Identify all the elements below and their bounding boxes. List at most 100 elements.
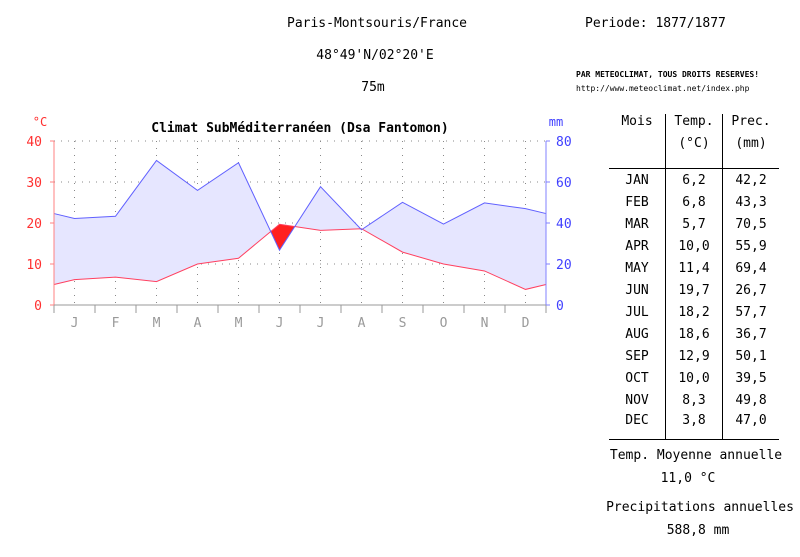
- cell-month: JAN: [609, 169, 666, 191]
- climate-table: Mois Temp. Prec. (°C) (mm) JAN 6,2 42,2 FEB…: [609, 114, 779, 440]
- cell-temp: 19,7: [665, 279, 723, 301]
- table-row: JUL 18,2 57,7: [609, 301, 779, 323]
- x-tick-label: J: [71, 316, 79, 331]
- x-tick-label: D: [522, 316, 530, 331]
- cell-prec: 69,4: [735, 260, 767, 276]
- y-right-tick-label: 0: [556, 299, 564, 314]
- cell-month: JUN: [609, 279, 666, 301]
- table-row: MAY 11,4 69,4: [609, 257, 779, 279]
- header-prec: Prec.: [731, 114, 771, 129]
- cell-prec: 39,5: [735, 370, 767, 386]
- cell-temp: 8,3: [665, 389, 723, 411]
- table-row: MAR 5,7 70,5: [609, 213, 779, 235]
- y-right-tick-label: 80: [556, 135, 572, 150]
- humid-area: [54, 160, 546, 290]
- header-month-spacer: [609, 136, 666, 169]
- climate-chart: 0 10 20 30 40 0 20 40 60 80 J F M A M J J A S O N D Climat Su…: [26, 115, 571, 331]
- table-row: APR 10,0 55,9: [609, 235, 779, 257]
- table-row: OCT 10,0 39,5: [609, 367, 779, 389]
- table-row: AUG 18,6 36,7: [609, 323, 779, 345]
- header-month: Mois: [609, 114, 666, 136]
- cell-month: SEP: [609, 345, 666, 367]
- precipitation-line: [53, 159, 547, 252]
- source-url[interactable]: http://www.meteoclimat.net/index.php: [576, 84, 750, 93]
- annual-temp-value: 11,0 °C: [660, 471, 716, 486]
- chart-title: Climat SubMéditerranéen (Dsa Fantomon): [151, 121, 448, 136]
- copyright-notice: PAR METEOCLIMAT, TOUS DROITS RESERVES!: [576, 70, 760, 79]
- cell-prec: 26,7: [735, 282, 767, 298]
- cell-prec: 57,7: [735, 304, 767, 320]
- x-tick-label: A: [358, 316, 366, 331]
- table-row: DEC 3,8 47,0: [609, 411, 779, 440]
- cell-prec: 55,9: [735, 238, 767, 254]
- cell-temp: 5,7: [665, 213, 723, 235]
- y-right-tick-label: 60: [556, 176, 572, 191]
- cell-month: JUL: [609, 301, 666, 323]
- cell-temp: 12,9: [665, 345, 723, 367]
- table-row: FEB 6,8 43,3: [609, 191, 779, 213]
- y-left-tick-label: 30: [26, 176, 42, 191]
- cell-prec: 43,3: [735, 194, 767, 210]
- coordinates: 48°49'N/02°20'E: [316, 48, 434, 63]
- cell-temp: 10,0: [665, 367, 723, 389]
- table-row: JUN 19,7 26,7: [609, 279, 779, 301]
- x-tick-label: M: [153, 316, 161, 331]
- y-right-tick-label: 40: [556, 217, 572, 232]
- x-tick-label: A: [194, 316, 202, 331]
- cell-temp: 3,8: [665, 411, 723, 440]
- cell-month: MAY: [609, 257, 666, 279]
- y-left-tick-label: 0: [34, 299, 42, 314]
- station-name: Paris-Montsouris/France: [286, 16, 468, 31]
- cell-prec: 49,8: [735, 392, 767, 408]
- header-temp-unit: (°C): [665, 136, 723, 169]
- cell-temp: 11,4: [665, 257, 723, 279]
- x-tick-label: S: [399, 316, 407, 331]
- header-temp: Temp.: [665, 114, 723, 136]
- cell-month: NOV: [609, 389, 666, 411]
- x-tick-label: J: [276, 316, 284, 331]
- cell-prec: 47,0: [722, 411, 779, 440]
- table-row: NOV 8,3 49,8: [609, 389, 779, 411]
- x-tick-label: J: [317, 316, 325, 331]
- cell-temp: 18,6: [665, 323, 723, 345]
- cell-prec: 42,2: [735, 172, 767, 188]
- annual-prec-label: Precipitations annuelles: [606, 500, 794, 515]
- cell-temp: 6,2: [665, 169, 723, 191]
- cell-month: FEB: [609, 191, 666, 213]
- y-left-tick-label: 10: [26, 258, 42, 273]
- x-tick-label: O: [440, 316, 448, 331]
- y-left-axis-label: °C: [33, 115, 47, 129]
- cell-prec: 36,7: [735, 326, 767, 342]
- climate-table-body: JAN 6,2 42,2 FEB 6,8 43,3 MAR 5,7 70,5 APR 10,0 55,…: [609, 168, 779, 440]
- cell-temp: 10,0: [665, 235, 723, 257]
- annual-temp-label: Temp. Moyenne annuelle: [609, 448, 783, 463]
- chart-labels: 0 10 20 30 40 0 20 40 60 80 J F M A M J J A S O N D: [26, 135, 571, 331]
- x-tick-label: N: [481, 316, 489, 331]
- x-tick-label: M: [235, 316, 243, 331]
- cell-month: AUG: [609, 323, 666, 345]
- cell-month: APR: [609, 235, 666, 257]
- cell-temp: 18,2: [665, 301, 723, 323]
- cell-month: DEC: [609, 411, 666, 440]
- dry-area: [270, 224, 280, 251]
- cell-month: OCT: [609, 367, 666, 389]
- cell-month: MAR: [609, 213, 666, 235]
- table-row: JAN 6,2 42,2: [609, 169, 779, 191]
- y-right-tick-label: 20: [556, 258, 572, 273]
- x-tick-label: F: [112, 316, 120, 331]
- cell-prec: 50,1: [735, 348, 767, 364]
- y-left-tick-label: 40: [26, 135, 42, 150]
- cell-prec: 70,5: [735, 216, 767, 232]
- chart-areas: [53, 159, 547, 290]
- header-prec-unit: (mm): [735, 136, 767, 151]
- chart-axes: [50, 140, 550, 313]
- period-label: Periode: 1877/1877: [585, 16, 726, 31]
- table-row: SEP 12,9 50,1: [609, 345, 779, 367]
- altitude: 75m: [361, 80, 385, 95]
- table-separator: [609, 168, 779, 169]
- annual-prec-value: 588,8 mm: [666, 523, 730, 538]
- temperature-line: [53, 223, 547, 290]
- cell-temp: 6,8: [665, 191, 723, 213]
- y-left-tick-label: 20: [26, 217, 42, 232]
- y-right-axis-label: mm: [549, 115, 563, 129]
